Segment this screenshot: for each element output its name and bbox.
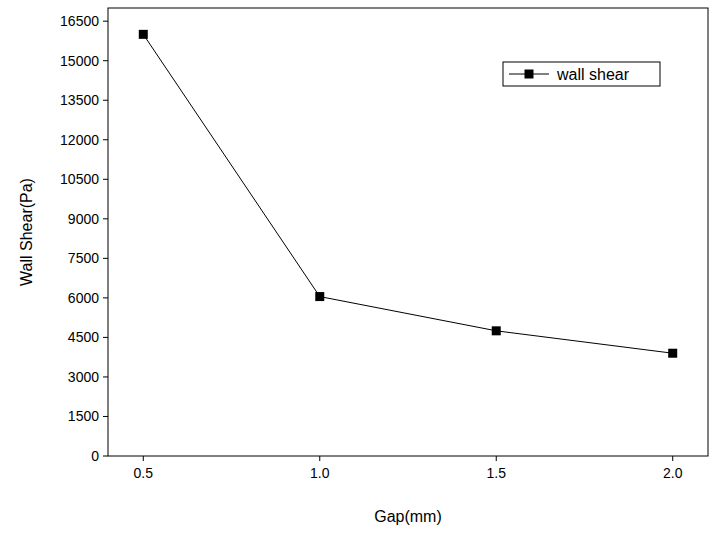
y-tick (103, 337, 108, 338)
legend: wall shear (503, 62, 660, 86)
y-tick-label: 6000 (68, 290, 99, 306)
x-tick-label: 1.0 (310, 465, 330, 481)
plot-data (139, 30, 677, 358)
x-tick (319, 456, 320, 461)
y-tick (103, 416, 108, 417)
x-tick (496, 456, 497, 461)
y-tick-label: 12000 (60, 132, 99, 148)
y-tick-label: 16500 (60, 13, 99, 29)
y-tick (103, 179, 108, 180)
y-tick-label: 3000 (68, 369, 99, 385)
legend-marker (525, 70, 534, 79)
y-tick-label: 4500 (68, 329, 99, 345)
legend-label: wall shear (556, 66, 630, 83)
y-tick (103, 258, 108, 259)
chart-root: 0 1500 3000 4500 6000 7500 9000 10500 12000 13500… (0, 0, 722, 538)
y-tick (103, 100, 108, 101)
y-tick-label: 10500 (60, 171, 99, 187)
y-tick-label: 0 (91, 448, 99, 464)
y-tick (103, 139, 108, 140)
legend-box (503, 62, 660, 86)
plot-frame (108, 8, 708, 456)
y-tick (103, 376, 108, 377)
y-tick (103, 60, 108, 61)
x-axis-title: Gap(mm) (374, 508, 442, 525)
y-tick (103, 218, 108, 219)
series-marker (139, 30, 148, 39)
x-tick-label: 1.5 (487, 465, 507, 481)
series-line (143, 34, 672, 353)
series-marker (668, 349, 677, 358)
y-tick-label: 13500 (60, 92, 99, 108)
y-tick-label: 7500 (68, 250, 99, 266)
y-tick (103, 297, 108, 298)
series-marker (315, 292, 324, 301)
x-tick-label: 2.0 (663, 465, 683, 481)
x-tick-label: 0.5 (134, 465, 154, 481)
x-tick (672, 456, 673, 461)
chart: 0 1500 3000 4500 6000 7500 9000 10500 12000 13500… (0, 0, 722, 538)
y-tick-label: 1500 (68, 408, 99, 424)
y-axis-title: Wall Shear(Pa) (18, 178, 35, 286)
series-marker (492, 326, 501, 335)
y-tick-label: 15000 (60, 53, 99, 69)
x-tick (143, 456, 144, 461)
y-tick (103, 456, 108, 457)
y-tick-label: 9000 (68, 211, 99, 227)
y-tick (103, 21, 108, 22)
